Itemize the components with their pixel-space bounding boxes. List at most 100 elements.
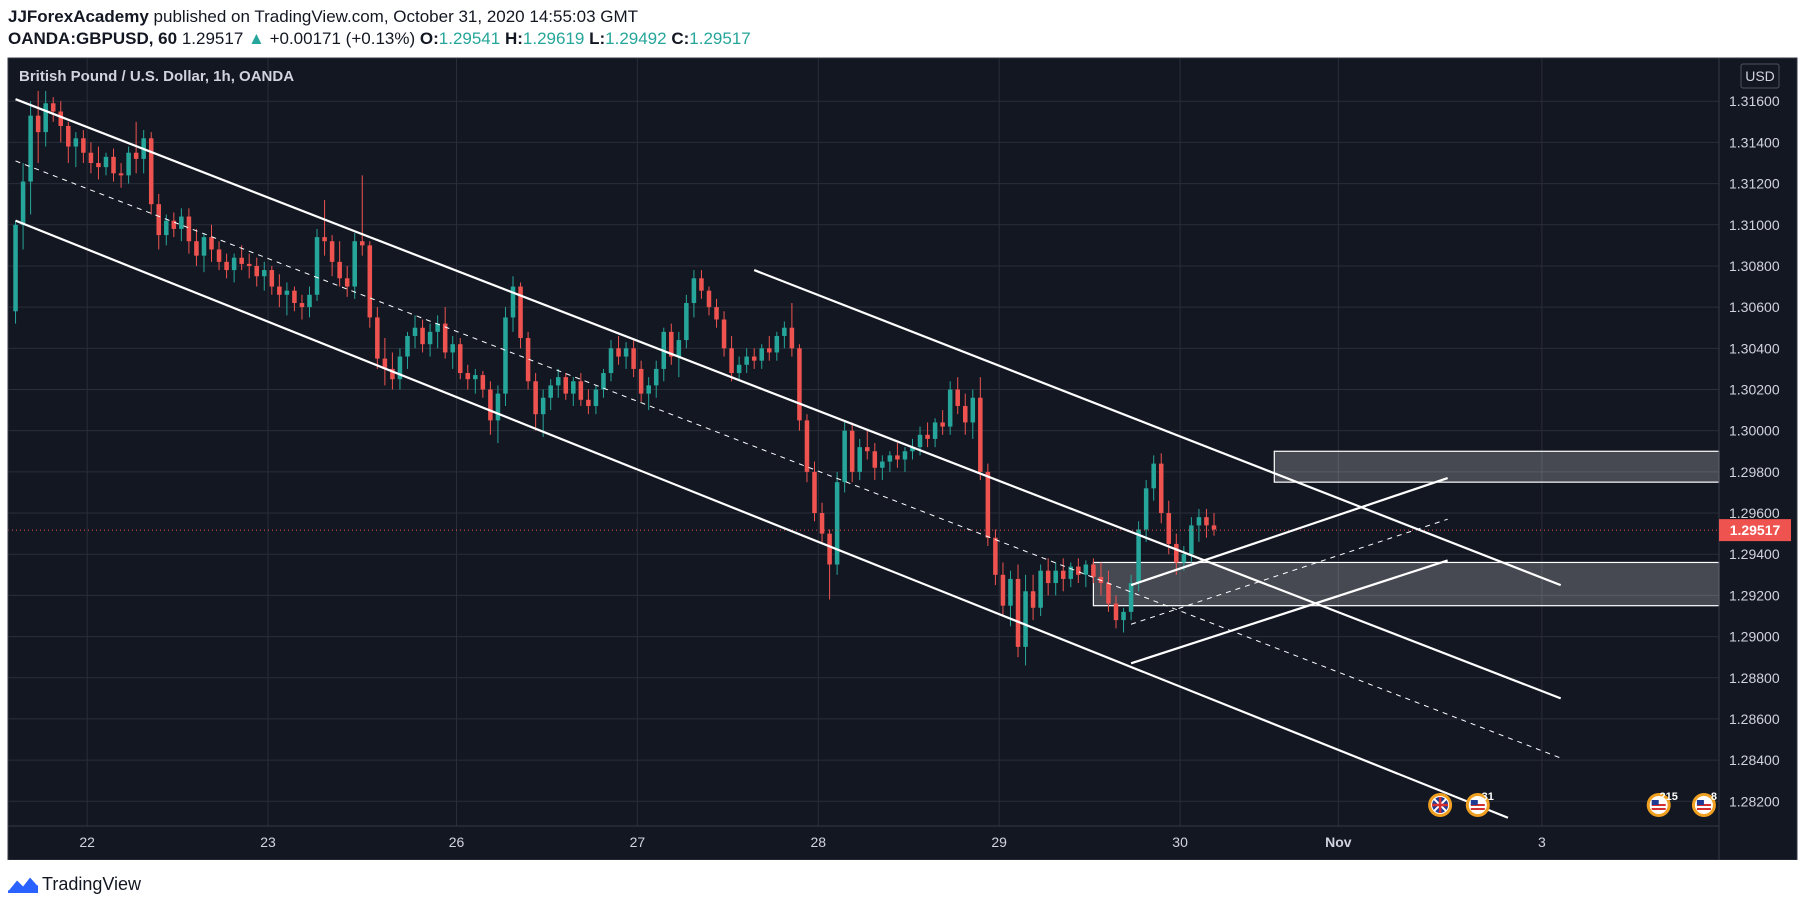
trendlines[interactable]	[15, 98, 1562, 819]
symbol-label: OANDA:GBPUSD, 60	[8, 29, 178, 48]
candle-body	[925, 434, 930, 439]
candle-body	[96, 163, 101, 168]
tradingview-logo-icon[interactable]	[8, 873, 38, 893]
candle-body	[865, 447, 870, 452]
candle-body	[292, 290, 297, 304]
currency-button[interactable]	[1740, 63, 1780, 89]
candle-body	[616, 348, 621, 357]
supply-demand-zone[interactable]	[1273, 450, 1720, 483]
candle-body	[691, 278, 697, 304]
candle-body	[1045, 570, 1051, 584]
trendline[interactable]	[753, 269, 1562, 587]
candle-body	[1211, 525, 1217, 530]
candle-body	[872, 451, 878, 468]
low-label: L:	[589, 29, 606, 48]
candle-body	[405, 335, 410, 357]
time-tick-label: 27	[630, 834, 646, 850]
candle-body	[834, 482, 840, 565]
candle-body	[525, 338, 531, 382]
candle-body	[1174, 543, 1179, 563]
price-tick-label: 1.31600	[1729, 93, 1780, 109]
candle-body	[427, 331, 433, 345]
candle-body	[608, 348, 614, 374]
trendline[interactable]	[1130, 559, 1448, 665]
candle-body	[435, 323, 440, 332]
channel-median-line[interactable]	[15, 160, 1561, 759]
time-tick-label: 23	[260, 834, 276, 850]
price-tick-label: 1.28200	[1729, 793, 1780, 809]
candle-body	[216, 249, 222, 262]
chart-frame	[7, 57, 1798, 860]
price-chart[interactable]: 31 215 8 1.31600 1.31400 1.31200 1.31000 1.308…	[0, 50, 1805, 860]
candle-body	[1128, 583, 1134, 612]
candle-body	[133, 152, 139, 159]
candle-body	[993, 537, 998, 575]
candle-body	[533, 381, 538, 415]
us-flag-icon[interactable]: 31	[1465, 791, 1494, 817]
candle-body	[902, 451, 908, 460]
candle-body	[540, 397, 546, 415]
candle-body	[842, 430, 847, 483]
publish-info: JJForexAcademy published on TradingView.…	[8, 7, 638, 27]
time-axis[interactable]: 22 23 26 27 28 29 30 Nov 3	[79, 834, 1546, 850]
us-flag-icon[interactable]: 215	[1646, 791, 1678, 817]
price-axis[interactable]: 1.31600 1.31400 1.31200 1.31000 1.30800 1.306…	[1729, 93, 1780, 809]
candle-body	[344, 278, 350, 287]
chart-title: British Pound / U.S. Dollar, 1h, OANDA	[19, 68, 294, 85]
supply-demand-zone[interactable]	[1092, 561, 1720, 607]
candle-body	[186, 216, 192, 242]
author-name[interactable]: JJForexAcademy	[8, 7, 149, 26]
tradingview-brand[interactable]: TradingView	[42, 874, 142, 894]
candle-body	[1000, 574, 1006, 606]
price-change: +0.00171 (+0.13%)	[269, 29, 416, 48]
candle-body	[1076, 566, 1081, 575]
candles	[13, 90, 1217, 666]
price-tick-label: 1.29600	[1729, 505, 1780, 521]
candle-body	[1121, 611, 1126, 621]
candle-body	[1166, 513, 1172, 544]
candle-body	[126, 152, 131, 176]
candle-body	[28, 115, 33, 182]
candle-body	[1038, 570, 1043, 608]
price-tick-label: 1.30200	[1729, 381, 1780, 397]
candle-body	[495, 393, 501, 421]
close-label: C:	[671, 29, 690, 48]
candle-body	[66, 125, 71, 147]
candle-body	[209, 237, 214, 250]
price-tick-label: 1.29200	[1729, 587, 1780, 603]
time-tick-label: Nov	[1325, 834, 1352, 850]
candle-body	[676, 340, 682, 357]
candle-body	[1030, 591, 1036, 608]
candle-body	[1091, 564, 1096, 577]
candle-body	[804, 420, 810, 472]
trendline[interactable]	[15, 219, 1509, 819]
candle-body	[940, 422, 945, 427]
candle-body	[819, 513, 825, 534]
candle-body	[473, 375, 478, 380]
price-tick-label: 1.30000	[1729, 423, 1780, 439]
high-label: H:	[504, 29, 523, 48]
candle-body	[307, 294, 312, 308]
trendline[interactable]	[369, 236, 1562, 700]
candle-body	[20, 181, 26, 225]
event-icons[interactable]: 31 215 8	[1428, 791, 1717, 817]
trendline[interactable]	[1130, 476, 1449, 587]
candle-body	[1060, 570, 1066, 579]
time-tick-label: 26	[449, 834, 465, 850]
chart-header: JJForexAcademy published on TradingView.…	[0, 0, 1805, 50]
uk-flag-icon[interactable]	[1428, 793, 1453, 817]
up-arrow-icon: ▲	[248, 29, 265, 48]
candle-body	[638, 368, 644, 394]
candle-body	[450, 344, 455, 353]
candle-body	[623, 348, 629, 357]
candle-body	[827, 533, 832, 565]
candle-body	[277, 286, 282, 295]
time-tick-label: 29	[991, 834, 1007, 850]
candle-body	[1151, 463, 1156, 489]
candle-body	[35, 115, 41, 133]
trendline[interactable]	[15, 98, 371, 239]
candle-body	[782, 327, 787, 336]
us-flag-icon[interactable]: 8	[1691, 791, 1717, 817]
price-tick-label: 1.29800	[1729, 464, 1780, 480]
candle-body	[13, 224, 18, 312]
